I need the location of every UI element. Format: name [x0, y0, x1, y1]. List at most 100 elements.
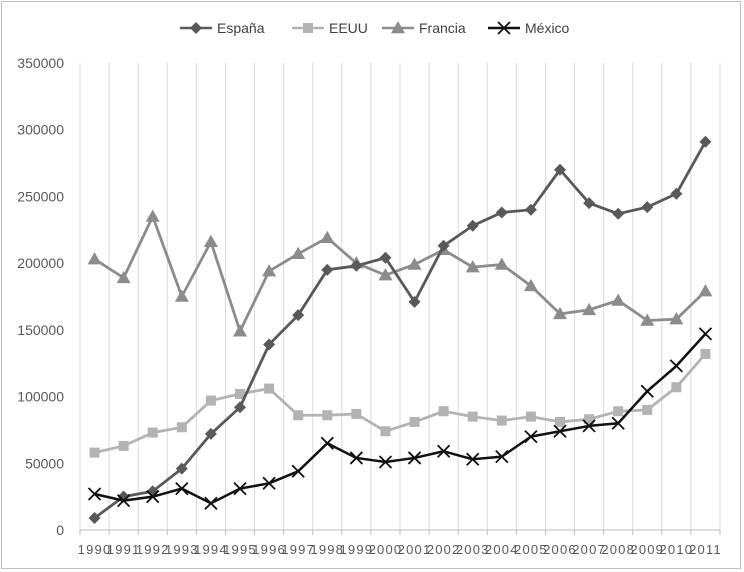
data-point-x — [291, 464, 305, 478]
data-point-diamond — [204, 427, 217, 440]
data-point-triangle — [174, 289, 189, 302]
series-line-francia — [93, 215, 707, 333]
data-point-x — [495, 449, 509, 464]
data-point-triangle — [669, 312, 684, 325]
x-marker-stroke — [669, 359, 684, 373]
data-point-triangle — [553, 306, 567, 320]
data-point-square — [89, 447, 100, 458]
x-tick-label: 2003 — [456, 542, 490, 557]
data-point-x — [262, 476, 276, 490]
y-axis: 0 50000 100000 150000 200000 250000 300000 3500… — [17, 55, 64, 538]
x-marker-stroke — [524, 429, 538, 444]
data-point-diamond — [263, 338, 276, 351]
data-point-triangle — [582, 302, 597, 316]
data-point-square — [584, 414, 595, 425]
data-point-square — [118, 440, 129, 451]
x-marker-stroke — [204, 496, 218, 510]
data-point-square — [467, 411, 478, 422]
x-marker-stroke — [378, 455, 393, 469]
grid — [79, 63, 721, 530]
data-point-triangle — [233, 324, 247, 337]
data-point-diamond — [321, 263, 334, 276]
y-tick-label: 150000 — [17, 322, 64, 338]
x-marker-stroke — [116, 494, 131, 508]
series-line-espana — [93, 141, 707, 520]
data-point-square — [555, 416, 565, 427]
data-point-x — [466, 452, 480, 466]
data-point-square — [438, 406, 449, 417]
x-marker-stroke — [175, 482, 189, 496]
x-tick-label: 2002 — [427, 542, 461, 557]
x-tick-label: 1991 — [107, 542, 141, 557]
series-francia — [87, 209, 713, 337]
x-marker-stroke — [407, 451, 422, 465]
x-marker-stroke — [262, 476, 276, 490]
data-point-x — [116, 494, 131, 508]
x-tick-label: 2011 — [689, 542, 722, 557]
data-point-square — [700, 348, 711, 359]
x-marker-stroke — [553, 424, 567, 438]
x-tick-label: 1997 — [281, 542, 315, 557]
x-tick-label: 1994 — [194, 542, 228, 557]
x-marker-stroke — [320, 436, 334, 450]
data-point-triangle — [640, 313, 655, 326]
x-tick-label: 2000 — [369, 542, 403, 557]
x-tick-label: 1992 — [136, 542, 170, 557]
x-marker-stroke — [611, 416, 625, 430]
legend-label: España — [217, 20, 265, 36]
data-point-x — [669, 359, 684, 373]
data-point-x — [87, 487, 102, 501]
data-point-triangle — [523, 278, 538, 292]
x-tick-label: 1998 — [310, 542, 344, 557]
data-point-triangle — [116, 270, 131, 284]
data-point-triangle — [203, 234, 218, 248]
data-point-x — [349, 451, 364, 465]
data-point-square — [264, 383, 275, 394]
series-layer — [87, 135, 713, 524]
legend-item-mexico: México — [488, 20, 570, 36]
legend-label: EEUU — [329, 20, 368, 36]
data-point-x — [204, 496, 218, 510]
x-marker-stroke — [233, 482, 247, 496]
data-point-square — [235, 388, 245, 399]
data-point-diamond — [641, 201, 654, 214]
data-point-diamond — [292, 309, 305, 322]
series-line-eeuu — [94, 352, 707, 454]
y-tick-label: 250000 — [17, 188, 64, 204]
x-tick-label: 1996 — [252, 542, 286, 557]
x-marker-stroke — [146, 490, 160, 504]
data-point-square — [322, 410, 333, 421]
data-point-square — [613, 406, 624, 417]
data-point-x — [320, 436, 334, 450]
data-point-x — [640, 384, 654, 398]
x-marker-stroke — [495, 449, 509, 464]
data-point-diamond — [234, 401, 246, 414]
x-tick-label: 2006 — [543, 542, 577, 557]
data-point-triangle — [320, 230, 335, 244]
legend-label: Francia — [419, 20, 466, 36]
data-point-x — [524, 429, 538, 444]
y-tick-label: 300000 — [17, 122, 64, 138]
data-point-triangle — [611, 293, 626, 306]
data-point-x — [146, 490, 160, 504]
data-point-triangle — [407, 257, 422, 270]
x-marker-stroke — [87, 487, 102, 501]
data-point-square — [409, 416, 420, 427]
x-tick-label: 2004 — [485, 542, 519, 557]
data-point-x — [407, 451, 422, 465]
data-point-x — [436, 444, 451, 458]
x-tick-label: 1995 — [223, 542, 257, 557]
x-tick-label: 1993 — [165, 542, 199, 557]
x-marker-stroke — [436, 444, 451, 458]
y-tick-label: 350000 — [17, 55, 64, 71]
x-axis: 1990199119921993199419951996199719981999… — [78, 529, 722, 557]
data-point-square — [176, 422, 187, 433]
legend-label: México — [525, 20, 570, 36]
data-point-diamond — [408, 295, 421, 308]
data-point-triangle — [698, 284, 713, 297]
data-point-diamond — [670, 187, 683, 200]
x-marker-stroke — [698, 327, 713, 341]
legend-item-francia: Francia — [382, 20, 466, 36]
data-point-diamond — [190, 22, 202, 34]
legend: España EEUU Francia México — [180, 20, 570, 36]
